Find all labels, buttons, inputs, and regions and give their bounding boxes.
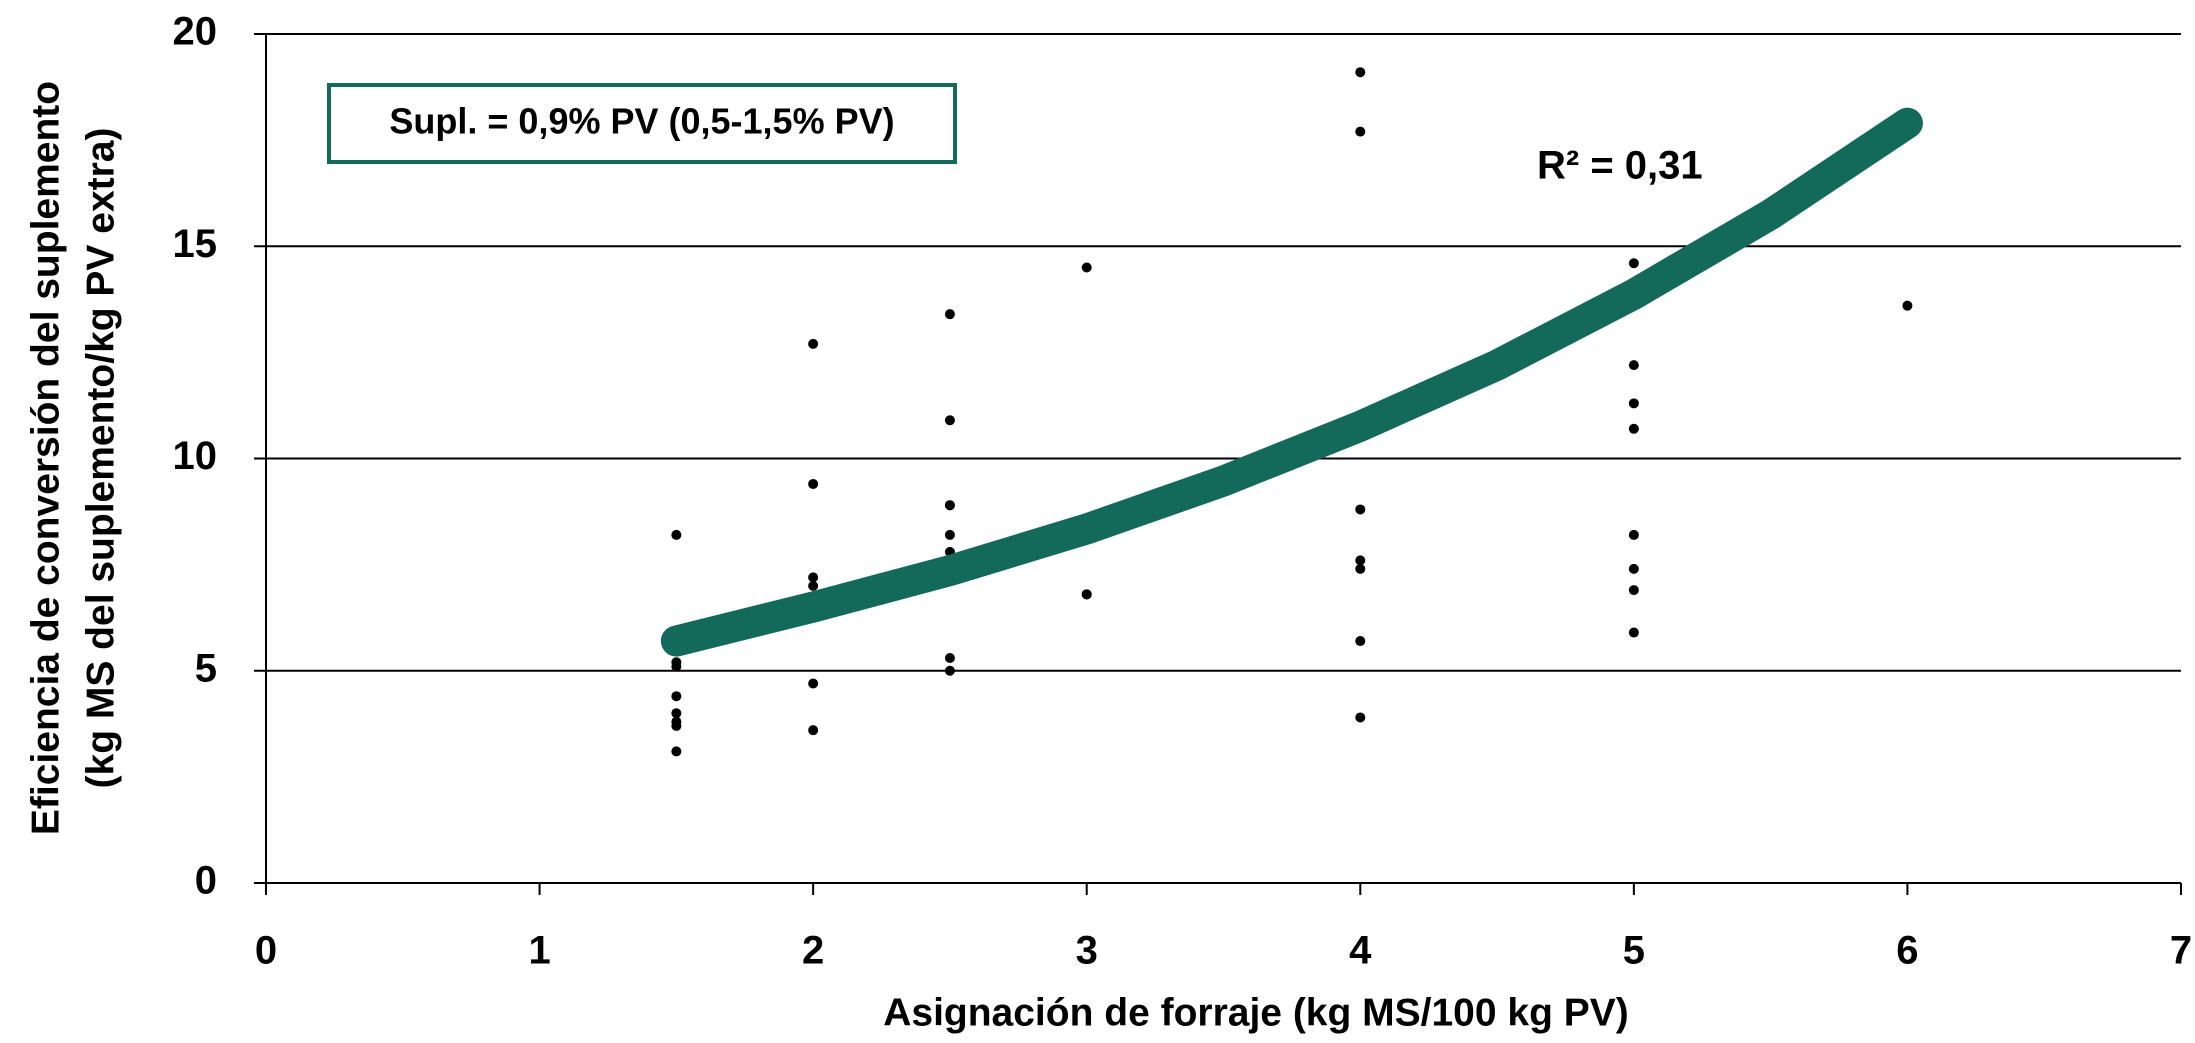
x-tick-label: 0 xyxy=(255,929,277,973)
y-axis-title: (kg MS del suplemento/kg PV extra) xyxy=(79,128,122,789)
y-tick-label: 15 xyxy=(173,222,218,266)
point xyxy=(1628,423,1639,434)
point xyxy=(1355,555,1366,566)
point xyxy=(1628,529,1639,540)
point xyxy=(1355,563,1366,574)
annotation: Supl. = 0,9% PV (0,5-1,5% PV) xyxy=(389,101,894,142)
point xyxy=(1628,627,1639,638)
point xyxy=(944,415,955,426)
x-axis-title: Asignación de forraje (kg MS/100 kg PV) xyxy=(883,991,1629,1034)
point xyxy=(808,338,819,349)
point xyxy=(1081,262,1092,273)
y-tick-label: 0 xyxy=(195,859,217,903)
point xyxy=(1902,300,1913,311)
point xyxy=(671,529,682,540)
point xyxy=(808,580,819,591)
annotation-box xyxy=(327,83,957,164)
point xyxy=(671,691,682,702)
y-axis-title: Eficiencia de conversión del suplemento xyxy=(24,81,67,835)
y-tick-label: 10 xyxy=(173,434,218,478)
point xyxy=(671,661,682,672)
point xyxy=(1355,504,1366,515)
point xyxy=(1355,126,1366,137)
point xyxy=(944,500,955,511)
point xyxy=(944,665,955,676)
point xyxy=(944,529,955,540)
x-tick-label: 3 xyxy=(1076,929,1098,973)
point xyxy=(1355,636,1366,647)
y-tick-label: 5 xyxy=(195,646,217,690)
point xyxy=(1628,360,1639,371)
point xyxy=(808,725,819,736)
x-tick-label: 6 xyxy=(1896,929,1918,973)
point xyxy=(1628,585,1639,596)
point xyxy=(1628,398,1639,409)
point xyxy=(1081,589,1092,600)
point xyxy=(671,720,682,731)
point xyxy=(808,678,819,689)
x-tick-label: 2 xyxy=(802,929,824,973)
point xyxy=(808,572,819,583)
annotation: R² = 0,31 xyxy=(1537,144,1703,188)
point xyxy=(1355,67,1366,78)
y-tick-label: 20 xyxy=(173,10,218,54)
x-tick-label: 7 xyxy=(2170,929,2192,973)
point xyxy=(1628,258,1639,269)
point xyxy=(944,309,955,320)
point xyxy=(671,708,682,719)
point xyxy=(944,653,955,664)
trend-line xyxy=(660,107,1923,657)
x-tick-label: 4 xyxy=(1349,929,1372,973)
point xyxy=(1628,563,1639,574)
point xyxy=(671,746,682,757)
x-tick-label: 1 xyxy=(528,929,550,973)
point xyxy=(1355,712,1366,723)
point xyxy=(808,478,819,489)
x-tick-label: 5 xyxy=(1623,929,1645,973)
